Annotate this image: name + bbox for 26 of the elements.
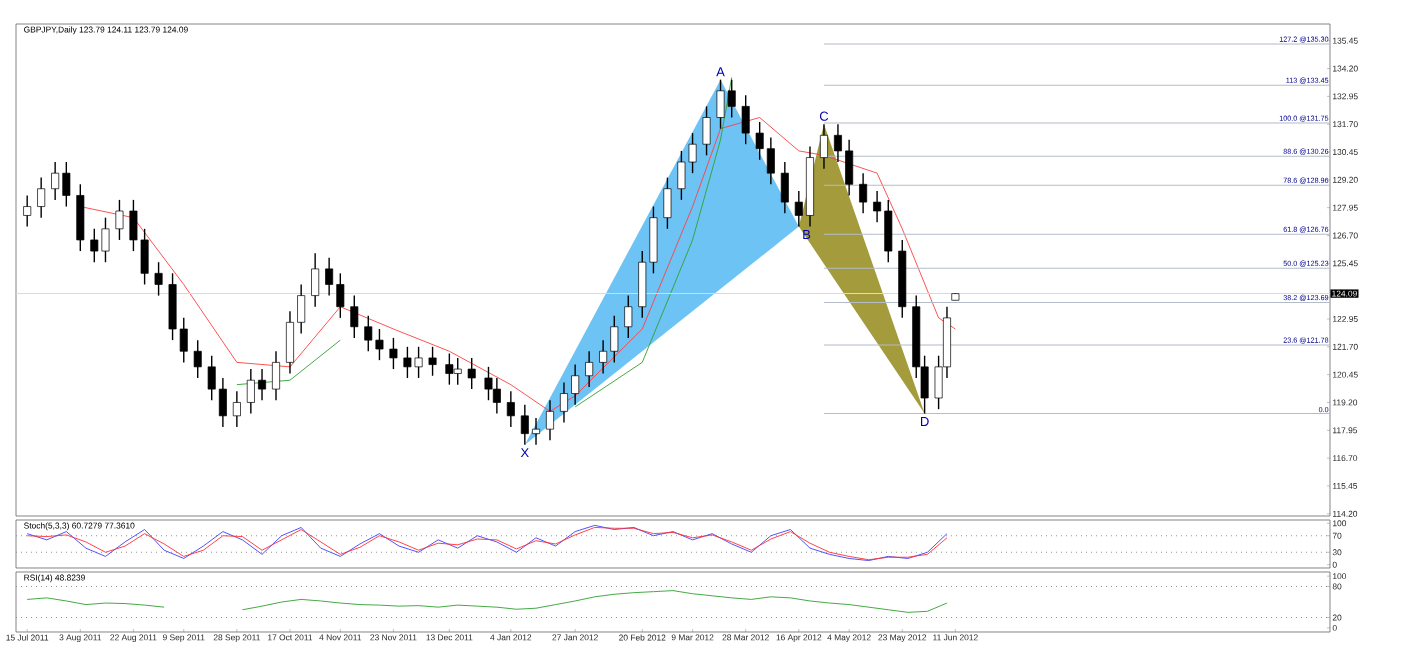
candlestick	[115, 199, 124, 241]
candlestick	[76, 183, 85, 252]
candlestick	[350, 294, 359, 339]
candlestick	[154, 261, 163, 297]
candlestick	[389, 337, 398, 370]
candlestick	[663, 176, 672, 230]
candlestick	[624, 294, 633, 339]
candlestick	[232, 390, 241, 428]
candlestick	[492, 377, 501, 415]
candlestick	[780, 161, 789, 214]
candlestick	[272, 350, 280, 401]
candlestick	[453, 357, 462, 386]
candlestick	[428, 346, 437, 377]
candlestick	[546, 399, 554, 442]
candlestick	[741, 94, 750, 145]
candlestick	[702, 105, 711, 157]
candlestick	[506, 390, 515, 428]
candlestick	[585, 350, 594, 388]
candlestick	[445, 352, 454, 386]
candlestick	[467, 357, 476, 390]
candlestick	[819, 123, 828, 170]
candlestick	[859, 172, 868, 214]
candlestick	[311, 252, 320, 308]
candlestick	[23, 194, 32, 228]
candlestick	[193, 339, 202, 379]
candlestick	[37, 176, 46, 219]
